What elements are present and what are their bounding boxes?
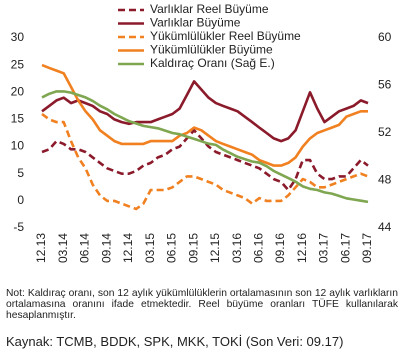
x-tick-label: 06.16 bbox=[252, 233, 266, 263]
x-tick-label: 06.15 bbox=[165, 233, 179, 263]
legend-label: Kaldıraç Oranı (Sağ E.) bbox=[150, 56, 275, 70]
y-tick-label: -5 bbox=[13, 220, 24, 234]
source: Kaynak: TCMB, BDDK, SPK, MKK, TOKİ (Son … bbox=[6, 334, 344, 349]
y2-tick-label: 60 bbox=[378, 30, 392, 44]
legend-label: Yükümlülükler Büyüme bbox=[150, 43, 273, 57]
x-tick-label: 03.14 bbox=[56, 233, 70, 263]
y-tick-label: 20 bbox=[11, 84, 25, 98]
x-tick-label: 12.14 bbox=[121, 233, 135, 263]
legend-label: Varlıklar Reel Büyüme bbox=[150, 2, 269, 16]
series-line bbox=[41, 90, 369, 204]
legend-label: Yükümlülükler Reel Büyüme bbox=[150, 29, 301, 43]
y2-tick-label: 56 bbox=[378, 78, 392, 92]
series-line bbox=[41, 63, 368, 167]
x-tick-label: 03.17 bbox=[317, 233, 331, 263]
x-tick-label: 12.13 bbox=[34, 233, 48, 263]
y2-tick-label: 44 bbox=[378, 220, 392, 234]
note: Not: Kaldıraç oranı, son 12 aylık yüküml… bbox=[6, 288, 398, 321]
y-tick-label: 25 bbox=[11, 57, 25, 71]
series-line bbox=[41, 129, 369, 192]
x-tick-label: 06.17 bbox=[338, 233, 352, 263]
y2-tick-label: 52 bbox=[378, 125, 392, 139]
y-tick-label: 15 bbox=[11, 112, 25, 126]
legend-label: Varlıklar Büyüme bbox=[150, 16, 241, 30]
y-tick-label: 30 bbox=[11, 30, 25, 44]
y-tick-label: 10 bbox=[11, 139, 25, 153]
x-tick-label: 12.16 bbox=[295, 233, 309, 263]
x-tick-label: 06.14 bbox=[78, 233, 92, 263]
series-line bbox=[41, 112, 369, 211]
x-tick-label: 09.14 bbox=[99, 233, 113, 263]
x-tick-label: 09.17 bbox=[360, 233, 374, 263]
y-tick-label: 5 bbox=[17, 166, 24, 180]
x-tick-label: 03.15 bbox=[143, 233, 157, 263]
y-tick-label: 0 bbox=[17, 193, 24, 207]
series-line bbox=[41, 80, 369, 143]
x-tick-label: 12.15 bbox=[208, 233, 222, 263]
x-tick-label: 09.15 bbox=[186, 233, 200, 263]
chart: -5 0 5 10 15 20 25 30 44 48 52 56 60 12.13 03.14 06.14 0… bbox=[11, 2, 392, 263]
x-tick-label: 03.16 bbox=[230, 233, 244, 263]
y2-tick-label: 48 bbox=[378, 173, 392, 187]
x-tick-label: 09.16 bbox=[273, 233, 287, 263]
